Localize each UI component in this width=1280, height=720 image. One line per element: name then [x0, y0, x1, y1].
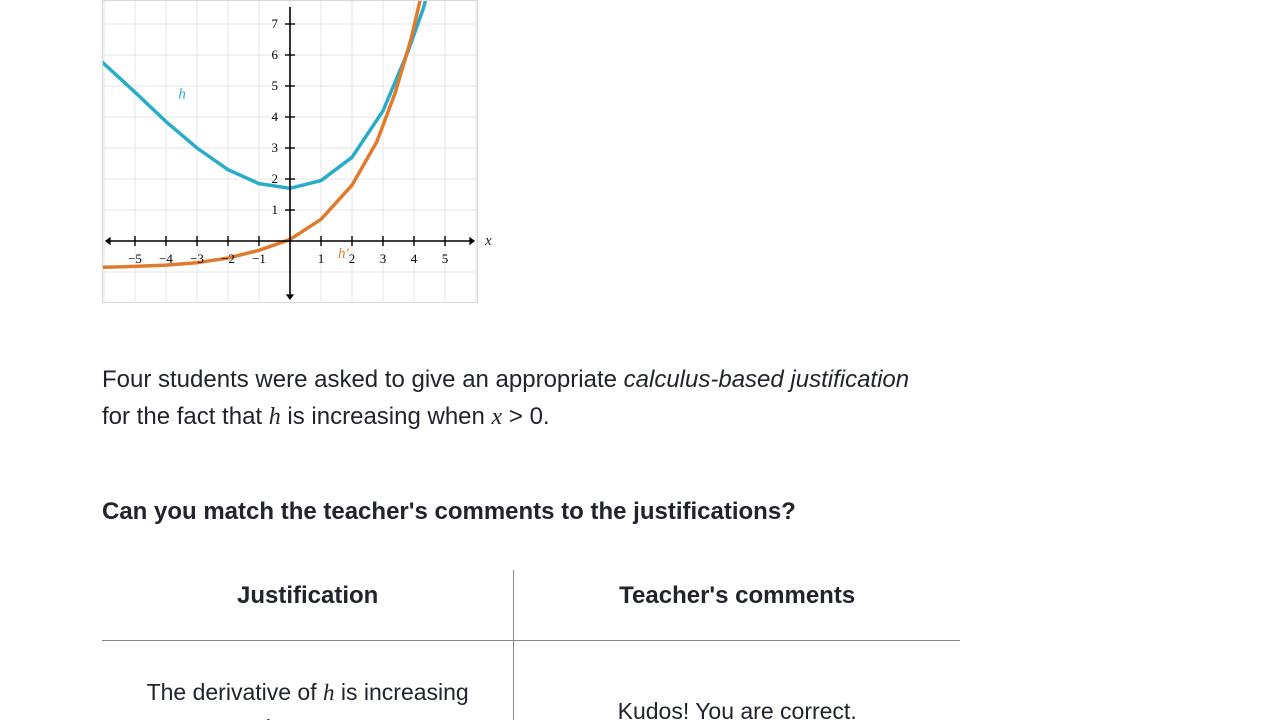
just-part: when	[249, 715, 310, 720]
math-x: x	[492, 404, 503, 430]
svg-text:4: 4	[411, 251, 418, 266]
just-part: The derivative of	[147, 679, 323, 705]
axis-label-x: x	[485, 233, 492, 250]
svg-text:−2: −2	[221, 251, 235, 266]
comment-cell: Kudos! You are correct.	[514, 641, 960, 720]
prompt-zero: 0	[530, 403, 543, 430]
svg-text:3: 3	[380, 251, 387, 266]
prompt-text: Four students were asked to give an appr…	[102, 361, 922, 436]
svg-text:h: h	[178, 86, 186, 102]
col-comments: Teacher's comments	[514, 570, 960, 641]
math-x: x	[311, 716, 321, 720]
svg-text:1: 1	[318, 251, 325, 266]
question-text: Can you match the teacher's comments to …	[102, 498, 922, 526]
svg-text:3: 3	[272, 140, 279, 155]
svg-text:1: 1	[272, 202, 279, 217]
col-justification: Justification	[102, 570, 514, 641]
just-end: .	[360, 715, 366, 720]
svg-text:−5: −5	[128, 251, 142, 266]
prompt-part: Four students were asked to give an appr…	[102, 366, 624, 393]
svg-text:−3: −3	[190, 251, 204, 266]
svg-text:2: 2	[349, 251, 356, 266]
table-row: The derivative of h is increasing when x…	[102, 641, 960, 720]
svg-text:5: 5	[272, 78, 279, 93]
just-zero: 0	[347, 715, 360, 720]
svg-text:−1: −1	[252, 251, 266, 266]
prompt-part: for the fact that	[102, 403, 269, 430]
svg-text:4: 4	[272, 109, 279, 124]
math-h: h	[323, 680, 335, 705]
prompt-emphasis: calculus-based justification	[624, 366, 909, 393]
justification-cell: The derivative of h is increasing when x…	[102, 641, 514, 720]
math-h: h	[269, 404, 281, 430]
prompt-end: .	[543, 403, 550, 430]
svg-text:5: 5	[442, 251, 449, 266]
prompt-gt: >	[502, 403, 529, 430]
svg-text:2: 2	[272, 171, 279, 186]
justification-table: Justification Teacher's comments The der…	[102, 570, 960, 720]
just-part: is increasing	[335, 679, 469, 705]
just-gt: >	[321, 715, 347, 720]
svg-text:7: 7	[272, 16, 279, 31]
svg-text:h′: h′	[338, 246, 350, 262]
svg-text:6: 6	[272, 47, 279, 62]
function-graph: −5−4−3−2−1123451234567hh′ x	[102, 0, 478, 303]
svg-text:−4: −4	[159, 251, 173, 266]
prompt-part: is increasing when	[281, 403, 492, 430]
